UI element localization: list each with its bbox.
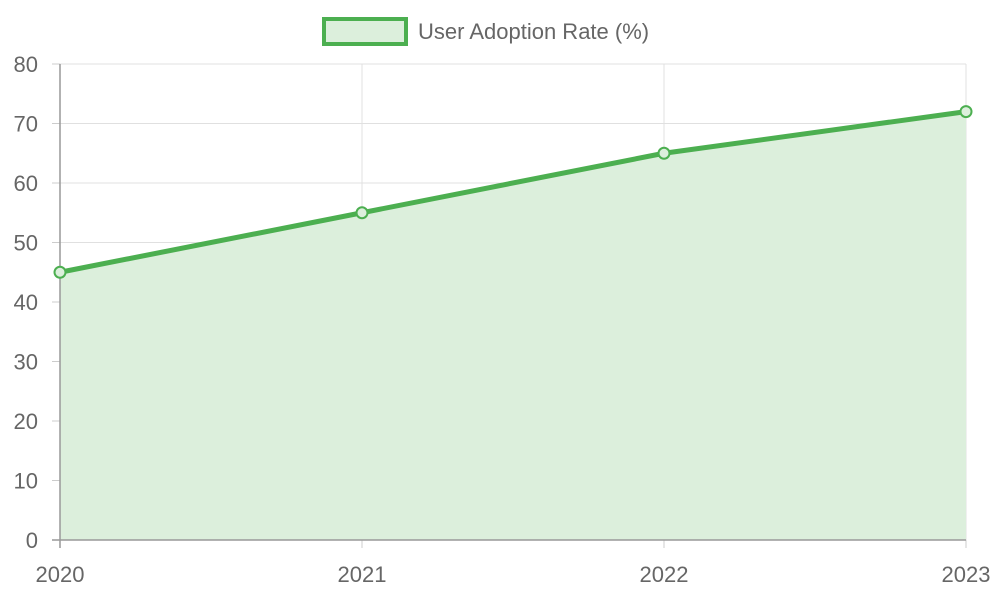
area-fill-layer — [60, 111, 966, 540]
y-tick-label: 70 — [14, 112, 38, 137]
x-tick-label: 2021 — [338, 562, 387, 587]
y-tick-labels: 0 10 20 30 40 50 60 70 80 — [14, 52, 38, 553]
x-tick-label: 2023 — [942, 562, 991, 587]
y-tick-label: 30 — [14, 350, 38, 375]
y-tick-label: 50 — [14, 231, 38, 256]
data-point — [959, 105, 973, 119]
series-line-layer — [57, 109, 969, 275]
data-point — [53, 265, 67, 279]
data-points — [53, 105, 973, 279]
y-tick-label: 60 — [14, 171, 38, 196]
x-tick-label: 2020 — [36, 562, 85, 587]
axes — [52, 63, 967, 548]
y-tick-label: 20 — [14, 409, 38, 434]
legend-swatch[interactable] — [322, 17, 408, 46]
data-point — [657, 146, 671, 160]
y-tick-label: 40 — [14, 290, 38, 315]
y-tick-label: 10 — [14, 469, 38, 494]
x-tick-labels: 2020 2021 2022 2023 — [36, 562, 991, 587]
series-line — [57, 109, 969, 275]
y-tick-label: 80 — [14, 52, 38, 77]
legend-label[interactable]: User Adoption Rate (%) — [418, 19, 649, 44]
data-point — [355, 206, 369, 220]
legend[interactable]: User Adoption Rate (%) — [322, 17, 649, 46]
series-area — [60, 111, 966, 540]
x-tick-label: 2022 — [640, 562, 689, 587]
y-tick-label: 0 — [26, 528, 38, 553]
